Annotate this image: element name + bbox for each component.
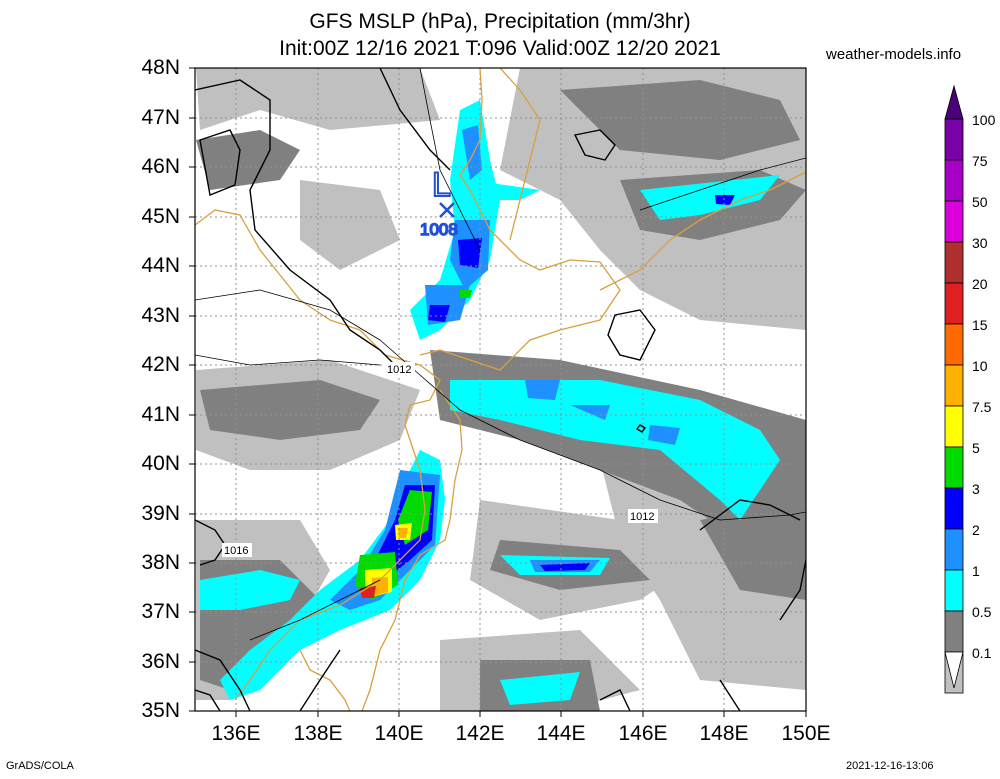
colorbar-swatch bbox=[944, 610, 964, 653]
lat-label: 47N bbox=[141, 106, 180, 129]
isobar-label-bg bbox=[385, 362, 415, 376]
colorbar-label: 7.5 bbox=[972, 399, 992, 415]
map-lines bbox=[195, 68, 806, 711]
footer-timestamp: 2021-12-16-13:06 bbox=[846, 760, 934, 772]
lat-label: 48N bbox=[141, 56, 180, 79]
isobars bbox=[195, 68, 806, 711]
lon-label: 140E bbox=[374, 722, 424, 745]
lat-label: 35N bbox=[141, 699, 180, 722]
colorbar-label: 50 bbox=[972, 194, 988, 210]
colorbar-swatch bbox=[944, 364, 964, 407]
colorbar-label: 1 bbox=[972, 563, 980, 579]
lon-label: 148E bbox=[699, 722, 749, 745]
precip-field bbox=[196, 68, 806, 711]
lat-label: 36N bbox=[141, 650, 180, 673]
isobar-labels: 1012 1012 1016 bbox=[222, 362, 658, 557]
low-center-cross bbox=[439, 202, 455, 218]
low-symbol: L bbox=[432, 166, 451, 204]
colorbar-label: 30 bbox=[972, 235, 988, 251]
colorbar-bottom-arrow bbox=[944, 651, 964, 689]
colorbar-label: 3 bbox=[972, 481, 980, 497]
precip-heavy bbox=[360, 523, 412, 598]
colorbar-swatch bbox=[944, 405, 964, 448]
colorbar-swatch bbox=[944, 118, 964, 161]
isobar-label: 1012 bbox=[387, 364, 411, 376]
low-value: 1008 bbox=[420, 220, 458, 239]
lat-label: 46N bbox=[141, 155, 180, 178]
colorbar-swatch bbox=[944, 323, 964, 366]
lon-label: 146E bbox=[618, 722, 668, 745]
isobar-label-bg bbox=[222, 543, 252, 557]
chart-title-line1: GFS MSLP (hPa), Precipitation (mm/3hr) bbox=[309, 10, 691, 33]
isobar-label-bg bbox=[628, 509, 658, 523]
coastline bbox=[195, 68, 806, 711]
colorbar-swatch bbox=[944, 159, 964, 202]
colorbar-label: 0.5 bbox=[972, 604, 992, 620]
lon-label: 136E bbox=[211, 722, 261, 745]
axis-ticks bbox=[189, 67, 807, 717]
site-label: weather-models.info bbox=[826, 46, 962, 63]
colorbar-swatch bbox=[944, 200, 964, 243]
footer-software: GrADS/COLA bbox=[6, 760, 74, 772]
colorbar-swatch bbox=[944, 528, 964, 571]
colorbar-label: 15 bbox=[972, 317, 988, 333]
lat-label: 41N bbox=[141, 403, 180, 426]
colorbar-label: 20 bbox=[972, 276, 988, 292]
colorbar-label: 10 bbox=[972, 358, 988, 374]
colorbar bbox=[944, 84, 964, 694]
lon-label: 150E bbox=[781, 722, 831, 745]
chart-title-line2: Init:00Z 12/16 2021 T:096 Valid:00Z 12/2… bbox=[279, 37, 721, 60]
lat-label: 43N bbox=[141, 304, 180, 327]
lat-label: 42N bbox=[141, 353, 180, 376]
colorbar-label: 2 bbox=[972, 522, 980, 538]
colorbar-label: 5 bbox=[972, 440, 980, 456]
lat-label: 45N bbox=[141, 205, 180, 228]
lon-label: 138E bbox=[293, 722, 343, 745]
colorbar-label: 75 bbox=[972, 153, 988, 169]
colorbar-label: 100 bbox=[972, 112, 996, 128]
colorbar-label: 0.1 bbox=[972, 645, 992, 661]
colorbar-swatch bbox=[944, 241, 964, 284]
map-frame bbox=[194, 67, 807, 712]
colorbar-top-arrow bbox=[944, 84, 964, 120]
lat-label: 44N bbox=[141, 254, 180, 277]
lon-label: 142E bbox=[455, 722, 505, 745]
lon-label: 144E bbox=[536, 722, 586, 745]
colorbar-swatch bbox=[944, 446, 964, 489]
lat-label: 40N bbox=[141, 452, 180, 475]
lat-label: 37N bbox=[141, 600, 180, 623]
isobar-label: 1016 bbox=[224, 545, 248, 557]
low-pressure-marker: L 1008 bbox=[419, 165, 458, 240]
isobar-label: 1012 bbox=[630, 511, 654, 523]
colorbar-swatch bbox=[944, 487, 964, 530]
colorbar-swatch bbox=[944, 282, 964, 325]
borders bbox=[195, 68, 806, 641]
colorbar-swatch bbox=[944, 569, 964, 612]
graticule bbox=[195, 68, 806, 711]
lat-label: 39N bbox=[141, 502, 180, 525]
lat-label: 38N bbox=[141, 551, 180, 574]
